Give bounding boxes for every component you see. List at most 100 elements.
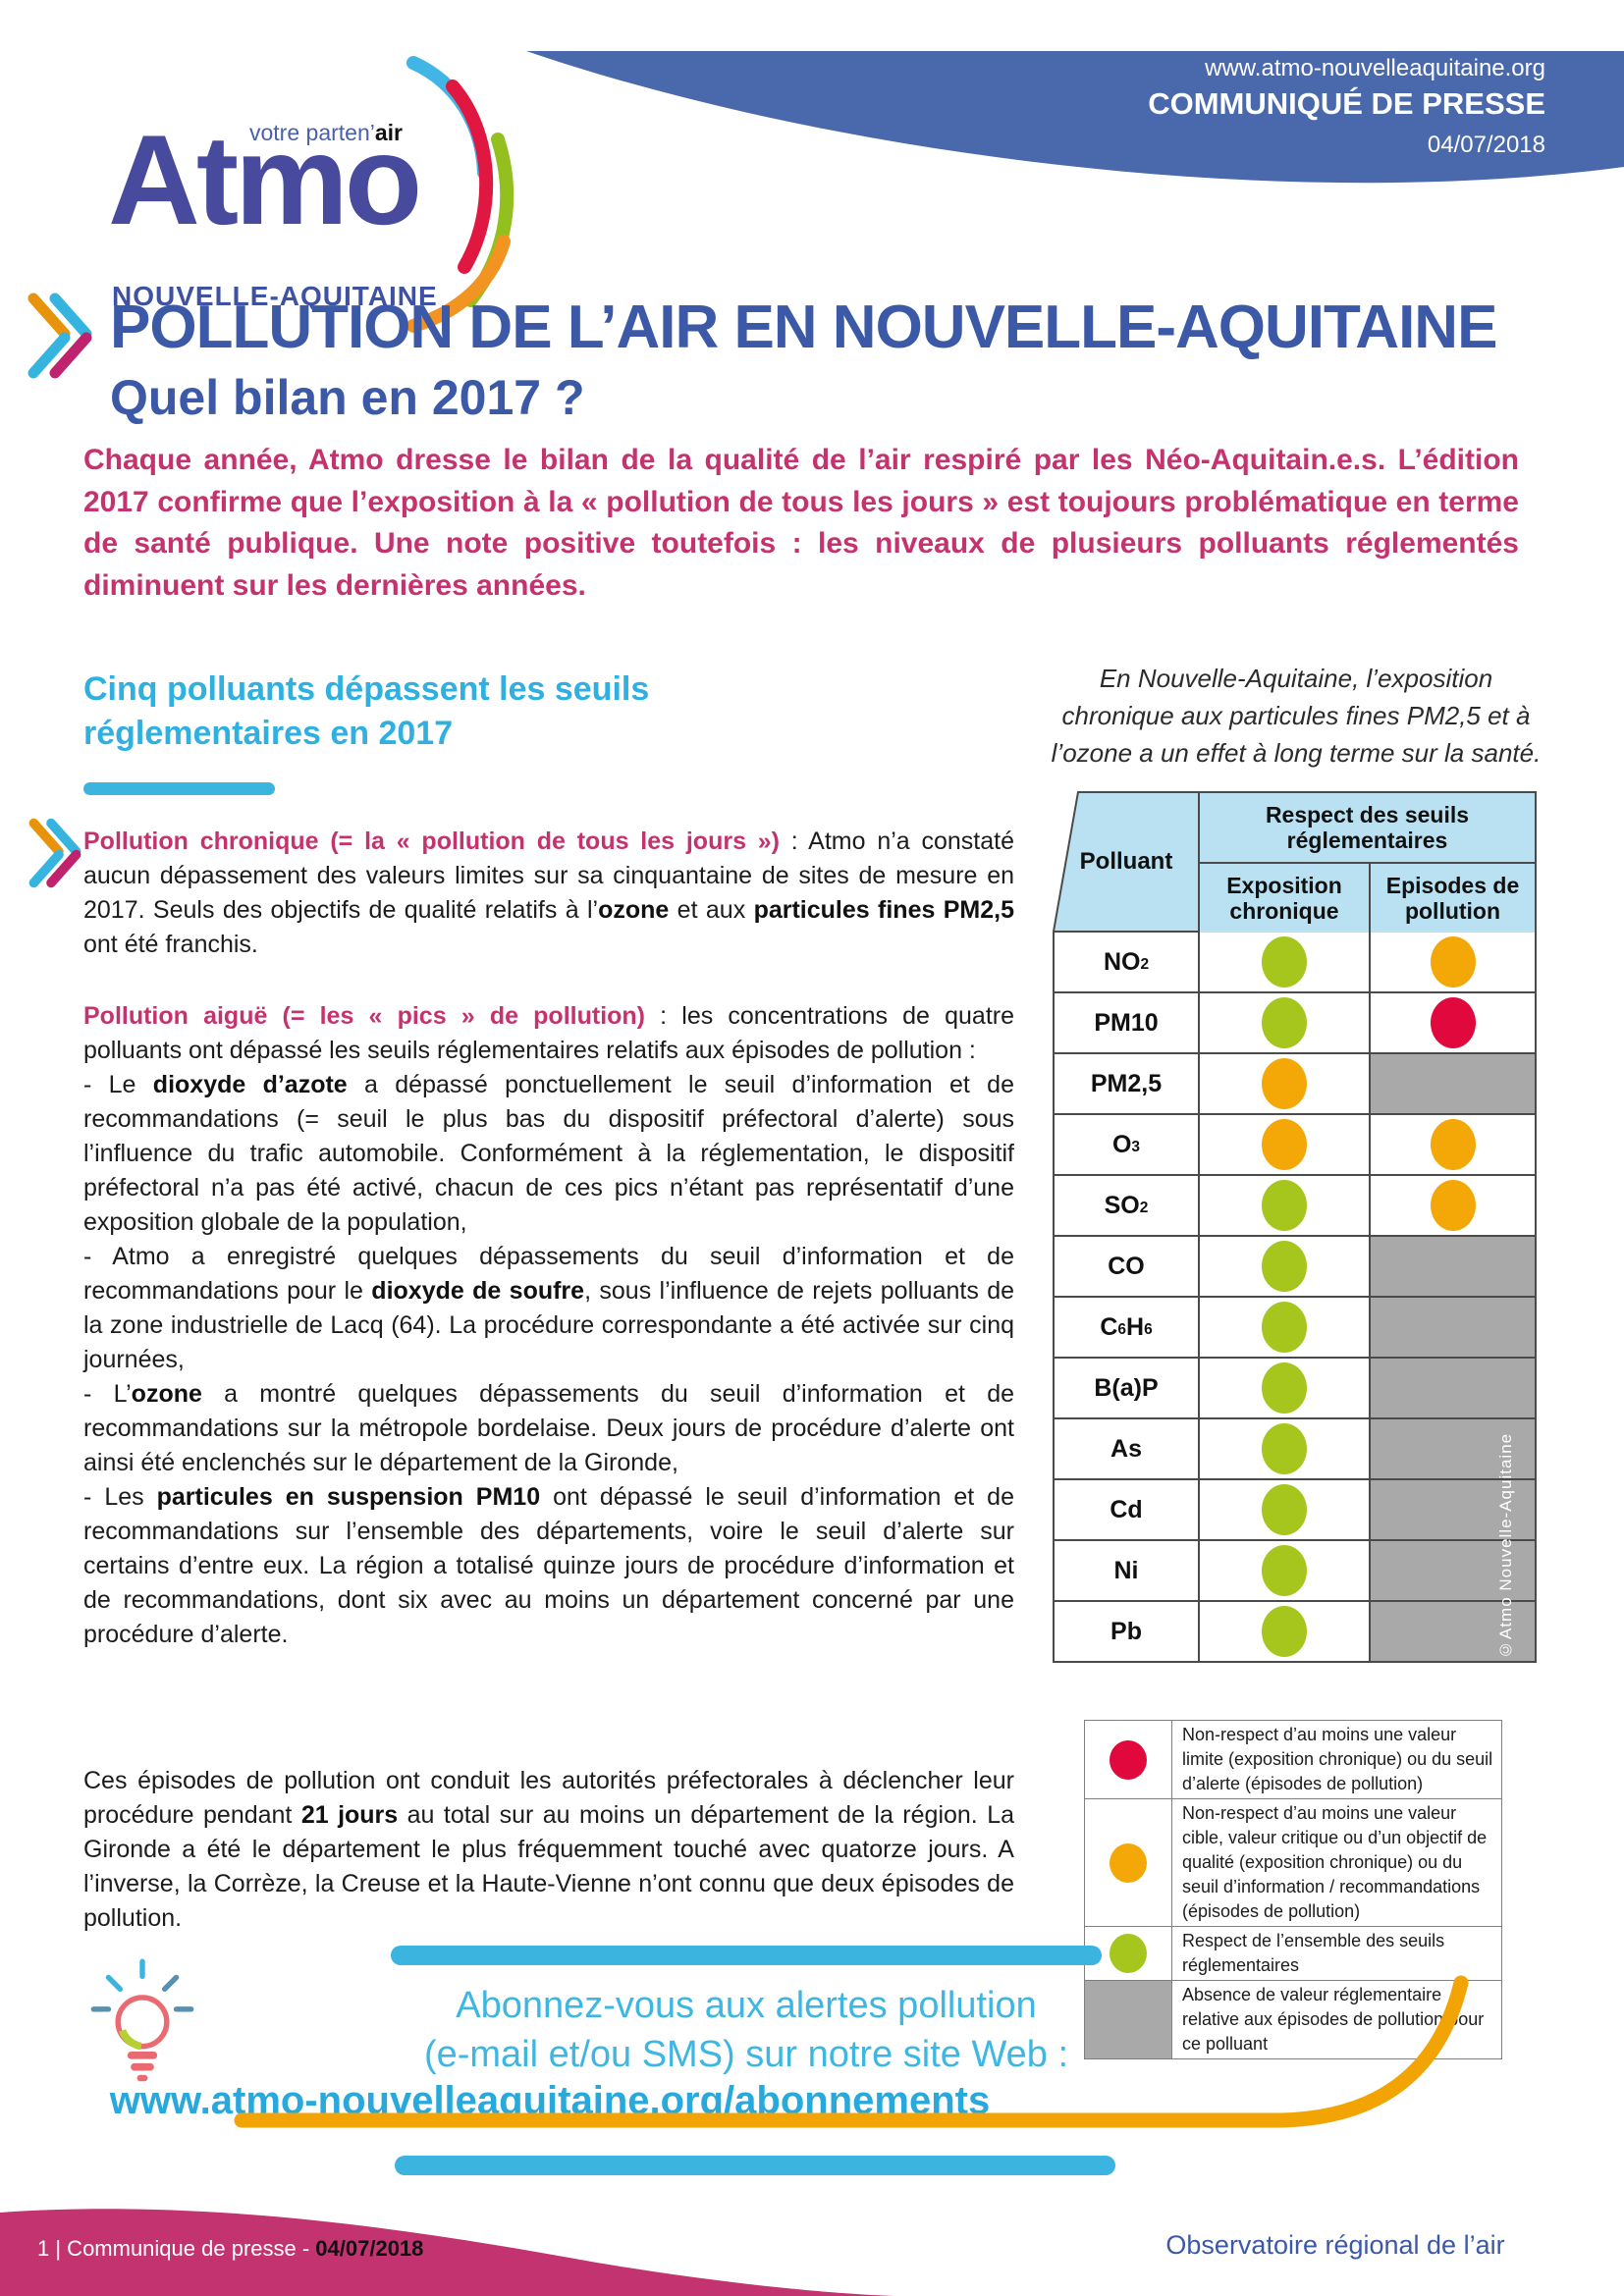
status-dot-green	[1262, 1423, 1307, 1474]
status-dot-green	[1262, 936, 1307, 988]
episodes-status-cell	[1371, 1602, 1537, 1663]
table-row: Pb	[1053, 1602, 1537, 1663]
legend-row: Non-respect d’au moins une valeur cible,…	[1085, 1799, 1501, 1927]
legend-swatch-red	[1085, 1721, 1172, 1798]
legend-swatch-green	[1085, 1927, 1172, 1980]
text-segment: , sous l’influence de rejets polluants d…	[83, 1277, 1014, 1408]
status-dot-orange	[1262, 1058, 1307, 1109]
status-dot-red	[1430, 997, 1476, 1048]
pollutant-name: B(a)P	[1053, 1359, 1200, 1419]
banner-website-link[interactable]: www.atmo-nouvelleaquitaine.org	[1205, 55, 1545, 81]
episodes-status-cell	[1371, 1176, 1537, 1237]
decorative-bar-top	[391, 1946, 1102, 1965]
logo-region-label: NOUVELLE-AQUITAINE	[112, 281, 438, 311]
legend-row: Absence de valeur réglementaire relative…	[1085, 1981, 1501, 2058]
status-dot-green	[1262, 1302, 1307, 1353]
chronic-status-cell	[1200, 1115, 1371, 1176]
pollutant-name: Ni	[1053, 1541, 1200, 1602]
paragraph-acute-pollution: Pollution aiguë (= les « pics » de pollu…	[83, 999, 1014, 1652]
press-banner: www.atmo-nouvelleaquitaine.org COMMUNIQU…	[524, 22, 1624, 190]
pollutant-name: PM10	[1053, 993, 1200, 1054]
legend-text: Respect de l’ensemble des seuils régleme…	[1182, 1931, 1445, 1975]
legend-swatch-orange	[1085, 1799, 1172, 1926]
emphasis-text: ozone	[598, 896, 670, 924]
chronic-status-cell	[1200, 1541, 1371, 1602]
emphasis-text: ozone	[131, 1380, 202, 1408]
status-dot-green	[1262, 1362, 1307, 1414]
text-segment: ont été franchis.	[83, 931, 258, 958]
chronic-status-cell	[1200, 1359, 1371, 1419]
cta-line-2: (e-mail et/ou SMS) sur notre site Web :	[423, 2034, 1069, 2075]
emphasis-text: dioxyde de soufre	[371, 1277, 585, 1305]
intro-paragraph: Chaque année, Atmo dresse le bilan de la…	[83, 444, 1519, 602]
status-dot-orange	[1430, 1119, 1476, 1170]
legend-dot-green	[1110, 1934, 1147, 1973]
paragraph-chronic-pollution: Pollution chronique (= la « pollution de…	[83, 825, 1014, 962]
cta-line-1: Abonnez-vous aux alertes pollution	[456, 1985, 1037, 2026]
legend-box: Non-respect d’au moins une valeur limite…	[1084, 1720, 1502, 2059]
table-row: SO 2	[1053, 1176, 1537, 1237]
episodes-status-cell	[1371, 1298, 1537, 1359]
banner-kicker: COMMUNIQUÉ DE PRESSE	[1148, 86, 1545, 121]
legend-text: Non-respect d’au moins une valeur cible,…	[1182, 1803, 1488, 1921]
table-row: NO 2	[1053, 933, 1537, 993]
emphasis-text: dioxyde d’azote	[152, 1071, 348, 1098]
pollutant-name: As	[1053, 1419, 1200, 1480]
banner-shape	[526, 51, 1624, 184]
text-segment: a dépassé ponctuellement le seuil d’info…	[83, 1071, 1014, 1305]
emphasis-text: Pollution chronique (= la « pollution de…	[83, 828, 780, 855]
text-segment: Ces épisodes de pollution ont conduit le…	[83, 1767, 1014, 1829]
emphasis-text: 21 jours	[300, 1801, 399, 1829]
legend-row: Respect de l’ensemble des seuils régleme…	[1085, 1927, 1501, 1981]
pollutant-name: CO	[1053, 1237, 1200, 1298]
chronic-status-cell	[1200, 1054, 1371, 1115]
chronic-status-cell	[1200, 1176, 1371, 1237]
status-dot-orange	[1262, 1119, 1307, 1170]
pollutant-name: PM2,5	[1053, 1054, 1200, 1115]
status-dot-green	[1262, 1180, 1307, 1231]
legend-text: Absence de valeur réglementaire relative…	[1182, 1985, 1485, 2054]
pollutant-name: SO 2	[1053, 1176, 1200, 1237]
status-dot-green	[1262, 1484, 1307, 1535]
footer-observatory-label: Observatoire régional de l’air	[1165, 2230, 1505, 2260]
episodes-status-cell	[1371, 1541, 1537, 1602]
paragraph-pollution-episodes: Ces épisodes de pollution ont conduit le…	[83, 1764, 1014, 1936]
emphasis-text: particules fines PM2,5	[753, 896, 1014, 924]
text-segment: ont dépassé le seuil d’information et de…	[83, 1483, 1014, 1648]
footer-shape	[0, 2209, 893, 2296]
table-row: As	[1053, 1419, 1537, 1480]
status-dot-green	[1262, 1606, 1307, 1657]
episodes-status-cell	[1371, 1480, 1537, 1541]
column-header-pollutant: Polluant	[1079, 848, 1173, 875]
episodes-status-cell	[1371, 1054, 1537, 1115]
episodes-status-cell	[1371, 1359, 1537, 1419]
legend-dot-red	[1110, 1739, 1147, 1780]
episodes-status-cell	[1371, 1237, 1537, 1298]
emphasis-text: 04/07/2018	[315, 2236, 424, 2261]
pollutant-name: NO 2	[1053, 933, 1200, 993]
status-dot-green	[1262, 1545, 1307, 1596]
section-heading: Cinq polluants dépassent les seuils régl…	[83, 670, 650, 752]
legend-dot-orange	[1110, 1842, 1147, 1883]
decorative-bar-bottom	[395, 2156, 1115, 2175]
logo-arcs-icon	[406, 56, 514, 333]
page-title: POLLUTION DE L’AIR EN NOUVELLE-AQUITAINE	[110, 294, 1497, 361]
chronic-status-cell	[1200, 1237, 1371, 1298]
column-header-chronic: Exposition chronique	[1198, 862, 1371, 934]
pollutant-table-body: NO 2 PM10 PM2,5 O 3 SO 2 CO C 6 H 6 B(a)P As Cd Ni Pb	[1053, 933, 1537, 1663]
title-chevron-icon	[27, 293, 92, 379]
lightbulb-icon	[90, 1958, 194, 2082]
status-dot-green	[1262, 1241, 1307, 1292]
banner-date: 04/07/2018	[1427, 132, 1545, 158]
table-row: PM2,5	[1053, 1054, 1537, 1115]
status-dot-orange	[1430, 1180, 1476, 1231]
episodes-status-cell	[1371, 1115, 1537, 1176]
status-dot-green	[1262, 997, 1307, 1048]
chronic-status-cell	[1200, 1298, 1371, 1359]
table-row: CO	[1053, 1237, 1537, 1298]
paragraph-chevron-icon	[28, 818, 81, 888]
